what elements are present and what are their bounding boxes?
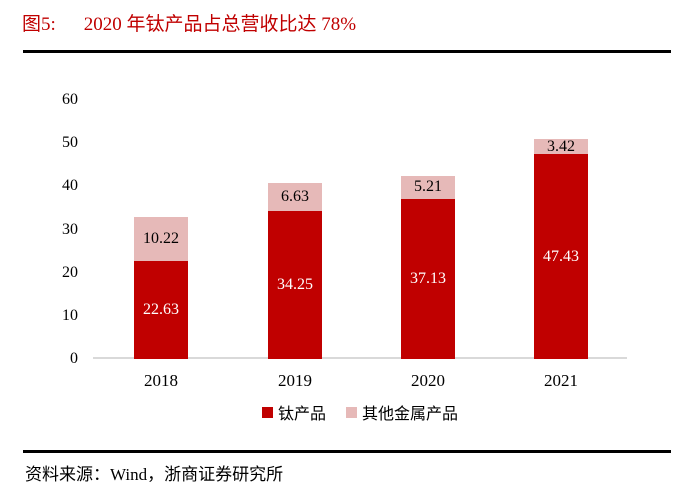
- legend-swatch: [261, 406, 273, 418]
- source-note: 资料来源：Wind，浙商证券研究所: [25, 460, 283, 485]
- figure-title: 图5: 2020 年钛产品占总营收比达 78%: [22, 12, 356, 38]
- bar-segment: 6.63: [268, 182, 322, 212]
- bar-segment: 10.22: [134, 217, 188, 262]
- bar-segment: 5.21: [401, 176, 455, 199]
- bar-segment: 37.13: [401, 198, 455, 359]
- y-axis-tick-label: 10: [62, 306, 78, 324]
- legend-item: 其他金属产品: [346, 400, 458, 424]
- y-axis-tick-label: 50: [62, 134, 78, 152]
- bar-segment: 34.25: [268, 211, 322, 359]
- y-axis-tick-label: 20: [62, 263, 78, 281]
- bar-value-label: 34.25: [277, 276, 313, 294]
- y-axis-tick-label: 0: [70, 350, 78, 367]
- source-text: 资料来源：Wind，浙商证券研究所: [25, 465, 284, 484]
- source-divider: [23, 450, 671, 453]
- legend-item: 钛产品: [261, 400, 326, 424]
- title-divider: [23, 50, 671, 53]
- bar-segment: 3.42: [534, 137, 588, 155]
- bar-value-label: 6.63: [281, 187, 309, 205]
- bar-value-label: 5.21: [414, 178, 442, 196]
- bar-value-label: 3.42: [547, 137, 575, 155]
- y-axis-tick-label: 30: [62, 220, 78, 238]
- x-axis-label: 2020: [411, 371, 445, 390]
- legend-swatch: [346, 406, 357, 418]
- legend-label: 钛产品: [277, 406, 326, 423]
- chart-legend: 钛产品 其他金属产品: [93, 400, 627, 424]
- bar-segment: 22.63: [134, 261, 188, 359]
- bar-value-label: 37.13: [410, 269, 446, 287]
- x-axis-label: 2018: [144, 371, 178, 390]
- bar-value-label: 22.63: [143, 301, 179, 319]
- x-axis-label: 2021: [544, 371, 578, 390]
- x-axis-line: [93, 357, 627, 359]
- figure-number: 图5:: [22, 14, 56, 35]
- y-axis-tick-label: 40: [62, 177, 78, 195]
- bar-segment: 47.43: [534, 154, 588, 359]
- bar-value-label: 47.43: [543, 247, 579, 265]
- figure-title-text: 2020 年钛产品占总营收比达 78%: [83, 14, 357, 35]
- legend-label: 其他金属产品: [362, 406, 459, 423]
- bar-value-label: 10.22: [143, 230, 179, 248]
- x-axis-label: 2019: [278, 371, 312, 390]
- y-axis-tick-label: 60: [62, 91, 78, 108]
